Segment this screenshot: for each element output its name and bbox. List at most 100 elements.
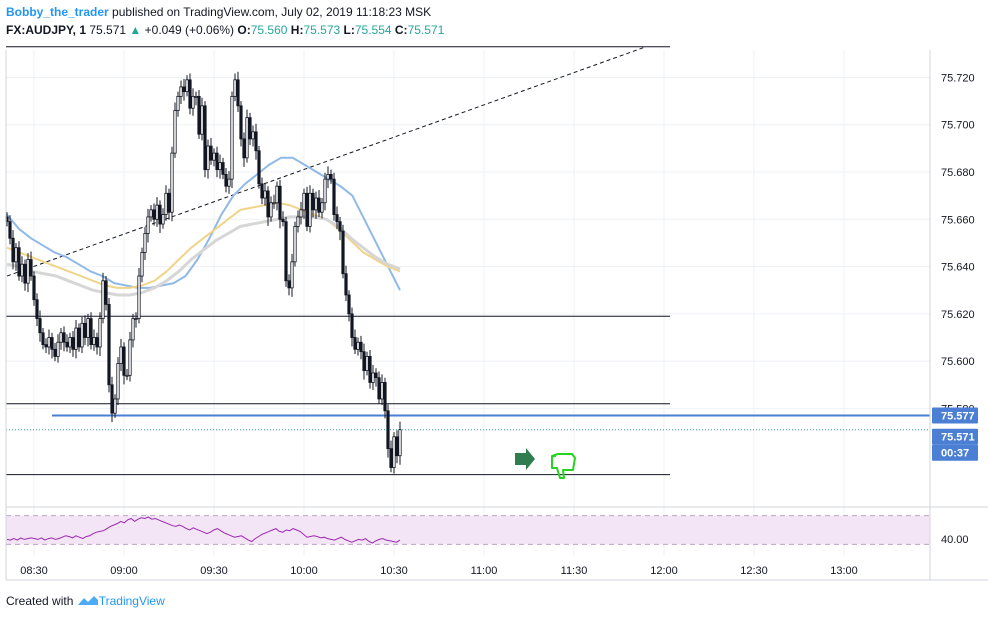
x-tick-label: 09:30: [200, 565, 228, 577]
rsi-band: [6, 515, 930, 545]
candle: [260, 177, 264, 205]
candle: [350, 307, 354, 347]
x-tick-label: 12:30: [740, 565, 768, 577]
candle: [182, 78, 186, 101]
author-name[interactable]: Bobby_the_trader: [6, 5, 109, 19]
candle-body: [8, 221, 12, 239]
candle-body: [323, 178, 327, 204]
trade-markers: [515, 448, 576, 479]
candle: [266, 186, 270, 226]
candle: [230, 91, 234, 189]
candle: [185, 75, 189, 97]
candle-body: [245, 117, 249, 159]
candle: [35, 293, 39, 327]
candle-body: [35, 299, 39, 319]
candle: [356, 337, 360, 356]
candle: [299, 201, 303, 225]
candle: [200, 97, 204, 141]
candle: [347, 290, 351, 322]
candle-body: [239, 105, 243, 140]
candle-body: [59, 332, 63, 343]
candle: [167, 188, 171, 220]
candle-body: [356, 341, 360, 350]
moving-average-mid: [6, 201, 401, 289]
candle-body: [185, 79, 189, 93]
x-tick-label: 08:30: [20, 565, 48, 577]
candle: [215, 146, 219, 178]
candle-body: [227, 178, 231, 187]
candle-body: [17, 247, 21, 277]
candle-body: [173, 110, 177, 154]
candle-body: [329, 173, 333, 180]
candle-body: [104, 280, 108, 305]
candle-body: [344, 273, 348, 296]
candle-body: [200, 105, 204, 135]
candle-body: [125, 374, 129, 377]
last-price-tag-bg: [932, 428, 978, 445]
candle: [305, 186, 309, 232]
candle: [143, 227, 147, 260]
candle-body: [251, 131, 255, 140]
candle-body: [80, 322, 84, 348]
candle-body: [368, 356, 372, 383]
candle: [374, 368, 378, 387]
candle: [380, 374, 384, 406]
candle-body: [218, 162, 222, 171]
candle: [212, 148, 216, 167]
candle-body: [377, 377, 381, 400]
rsi-panel: [6, 515, 930, 545]
candle-body: [26, 259, 30, 284]
candle: [68, 332, 72, 354]
y-tick-label: 75.680: [941, 167, 975, 179]
candle-body: [275, 185, 279, 204]
candle: [89, 312, 93, 350]
candle-body: [122, 346, 126, 376]
candle: [50, 332, 54, 359]
candle: [95, 332, 99, 355]
candle: [383, 377, 387, 419]
candle-body: [143, 233, 147, 253]
symbol-legend: FX:AUDJPY, 1 75.571 ▲ +0.049 (+0.06%) O:…: [6, 21, 444, 39]
candle-body: [20, 263, 24, 277]
candle: [377, 371, 381, 404]
candle-body: [383, 382, 387, 412]
candle-body: [131, 318, 135, 341]
candle-body: [119, 346, 123, 364]
candle-body: [74, 327, 78, 350]
candle-body: [23, 263, 27, 284]
candle-body: [62, 332, 66, 343]
dashed-trend-line: [6, 46, 647, 277]
candle: [290, 253, 294, 297]
candle-body: [353, 337, 357, 350]
candle: [296, 210, 300, 233]
rsi-tick-label: 40.00: [941, 534, 969, 546]
candle-body: [188, 79, 192, 109]
candle: [11, 230, 15, 270]
candle: [23, 259, 27, 291]
candle: [170, 146, 174, 222]
candle: [281, 211, 285, 227]
candle-body: [266, 190, 270, 218]
candle: [113, 394, 117, 418]
candle-body: [89, 318, 93, 346]
candle-body: [215, 152, 219, 171]
horizontal-lines[interactable]: [6, 46, 930, 476]
candle-body: [170, 152, 174, 213]
candle: [62, 326, 66, 352]
countdown-tag-bg: [932, 444, 978, 461]
candle-body: [50, 337, 54, 350]
candle: [32, 271, 36, 306]
candle-body: [161, 214, 165, 225]
tradingview-brand[interactable]: TradingView: [98, 594, 165, 608]
candle-body: [269, 202, 273, 218]
candle-body: [308, 192, 312, 227]
candle-body: [281, 218, 285, 223]
candle: [71, 331, 75, 357]
candle: [278, 179, 282, 229]
candle-body: [392, 436, 396, 468]
candle-body: [224, 173, 228, 187]
trend-line[interactable]: [6, 46, 647, 277]
candle-body: [65, 341, 69, 348]
candle-body: [11, 237, 15, 263]
